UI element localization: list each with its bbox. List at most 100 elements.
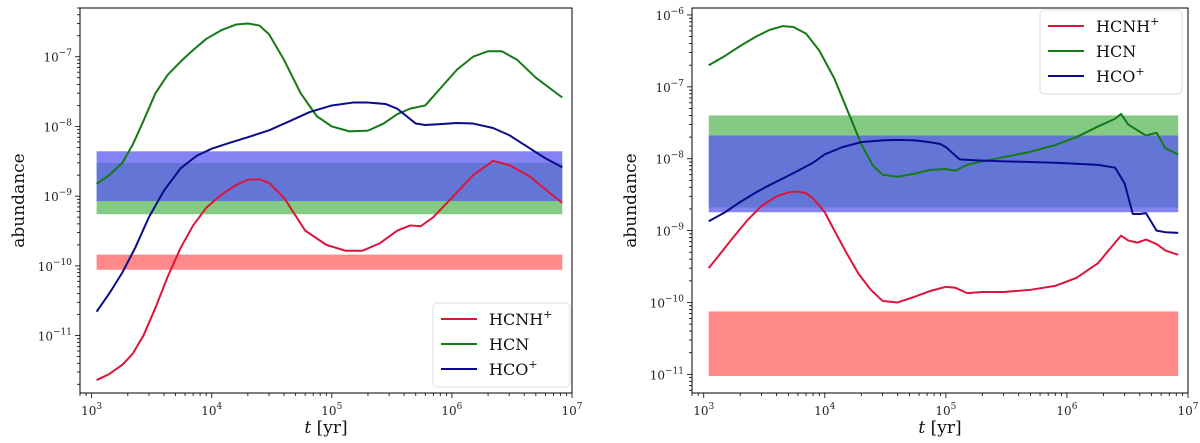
series-line-hcn xyxy=(708,25,1179,178)
legend-name: HCN xyxy=(1096,42,1136,61)
legend-name: HCO xyxy=(489,360,528,379)
y-tick-label: 10−6 xyxy=(655,7,684,23)
x-tick-label: 104 xyxy=(201,402,222,418)
x-tick-label: 103 xyxy=(693,402,714,418)
series-line-hcnhplus xyxy=(96,159,563,381)
band-hco-obs xyxy=(708,135,1179,213)
y-tick-label-base: 10 xyxy=(655,9,670,23)
y-tick-label: 10−8 xyxy=(43,118,72,134)
legend-sup: + xyxy=(1135,65,1144,78)
x-tick-label-base: 10 xyxy=(561,404,576,418)
y-tick-label: 10−8 xyxy=(655,151,684,167)
y-tick-label: 10−10 xyxy=(650,294,685,310)
legend-sup: + xyxy=(1150,15,1159,28)
y-tick-label: 10−11 xyxy=(650,366,684,382)
x-tick-label: 107 xyxy=(561,402,582,418)
y-tick-label: 10−9 xyxy=(43,188,72,204)
y-tick-label-base: 10 xyxy=(43,120,58,134)
y-tick-label-exp: −6 xyxy=(671,7,685,17)
legend-name: HCO xyxy=(1096,67,1135,86)
data-layer xyxy=(95,22,563,381)
legend-entry-label: HCN xyxy=(1096,42,1136,61)
x-tick-label: 106 xyxy=(441,402,462,418)
x-tick-label-base: 10 xyxy=(201,404,216,418)
x-tick-label-exp: 6 xyxy=(457,402,463,412)
y-tick-label-exp: −8 xyxy=(671,151,685,161)
legend-entry-label: HCNH+ xyxy=(489,308,552,329)
y-tick-label-exp: −9 xyxy=(59,188,73,198)
y-axis-label: abundance xyxy=(621,153,641,247)
legend-box xyxy=(1039,9,1183,95)
y-tick-label-exp: −8 xyxy=(59,118,73,128)
x-tick-label-base: 10 xyxy=(1056,404,1071,418)
y-tick-label-exp: −10 xyxy=(665,294,684,304)
y-tick-label: 10−11 xyxy=(38,328,72,344)
x-tick-label-exp: 7 xyxy=(577,402,583,412)
series-line-hcnhplus xyxy=(707,190,1179,304)
x-tick-label-base: 10 xyxy=(321,404,336,418)
y-tick-label: 10−7 xyxy=(43,49,72,65)
band-hcnh-obs xyxy=(96,254,563,270)
band-hco-obs xyxy=(96,151,563,202)
y-tick-label-base: 10 xyxy=(655,225,670,239)
y-tick-label-exp: −7 xyxy=(671,79,685,89)
series-line-hcoplus xyxy=(95,101,563,313)
legend-sup: + xyxy=(543,308,552,321)
y-tick-label-base: 10 xyxy=(38,260,53,274)
legend-name: HCN xyxy=(489,335,529,354)
x-tick-label-exp: 4 xyxy=(830,402,836,412)
legend-entry-label: HCO+ xyxy=(489,358,538,379)
x-axis-label: t [yr] xyxy=(304,418,347,438)
series-line-hcn xyxy=(96,22,563,185)
x-tick-label: 106 xyxy=(1056,402,1077,418)
y-tick-label: 10−9 xyxy=(655,223,684,239)
legend-box xyxy=(432,302,571,388)
data-layer xyxy=(707,25,1179,376)
x-tick-label-base: 10 xyxy=(81,404,96,418)
y-tick-label-base: 10 xyxy=(43,190,58,204)
y-tick-label-base: 10 xyxy=(38,330,53,344)
y-tick-label-base: 10 xyxy=(43,51,58,65)
legend-entry-label: HCN xyxy=(489,335,529,354)
x-tick-label: 105 xyxy=(321,402,342,418)
x-tick-label-base: 10 xyxy=(814,404,829,418)
legend-entry-label: HCNH+ xyxy=(1096,15,1159,36)
y-tick-label-base: 10 xyxy=(655,81,670,95)
x-tick-label-exp: 4 xyxy=(217,402,223,412)
x-tick-label: 104 xyxy=(814,402,835,418)
y-tick-label-exp: −11 xyxy=(53,328,72,338)
x-axis-label: t [yr] xyxy=(918,418,961,438)
x-tick-label: 107 xyxy=(1177,402,1198,418)
band-hcnh-obs xyxy=(708,311,1179,376)
legend-sup: + xyxy=(528,358,537,371)
y-tick-label-exp: −11 xyxy=(665,366,684,376)
y-tick-label-exp: −10 xyxy=(53,258,72,268)
y-tick-label-base: 10 xyxy=(650,368,665,382)
x-axis-label-unit: [yr] xyxy=(311,418,347,438)
y-axis-label: abundance xyxy=(9,153,29,247)
y-tick-label-base: 10 xyxy=(655,153,670,167)
legend-name: HCNH xyxy=(489,310,543,329)
x-axis-label-var: t xyxy=(304,418,311,438)
y-tick-label: 10−10 xyxy=(38,258,73,274)
x-tick-label: 105 xyxy=(935,402,956,418)
x-tick-label-exp: 3 xyxy=(709,402,715,412)
x-tick-label-base: 10 xyxy=(935,404,950,418)
x-axis-label-var: t xyxy=(918,418,925,438)
x-tick-label-exp: 3 xyxy=(96,402,102,412)
legend-name: HCNH xyxy=(1096,17,1150,36)
x-tick-label-base: 10 xyxy=(693,404,708,418)
series-line-hcoplus xyxy=(708,138,1179,234)
x-tick-label: 103 xyxy=(81,402,102,418)
x-axis-label-unit: [yr] xyxy=(925,418,961,438)
x-tick-label-exp: 7 xyxy=(1193,402,1199,412)
x-tick-label-base: 10 xyxy=(441,404,456,418)
y-tick-label: 10−7 xyxy=(655,79,684,95)
x-tick-label-exp: 5 xyxy=(951,402,957,412)
y-tick-label-base: 10 xyxy=(650,296,665,310)
y-tick-label-exp: −9 xyxy=(671,223,685,233)
